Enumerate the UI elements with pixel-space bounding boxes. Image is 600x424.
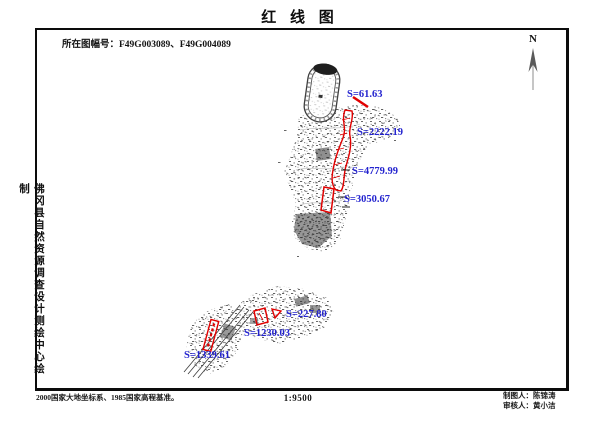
topo-texture-bottom-right: [233, 286, 334, 344]
map-frame-border: [35, 28, 569, 391]
area-label-2222: S=2222.19: [357, 127, 403, 138]
cartographer-line: 制图人：陈锦涛: [503, 391, 556, 400]
running-track-symbol: [303, 63, 341, 123]
map-sheet-number: 所在图幅号：F49G003089、F49G004089: [62, 40, 231, 50]
topo-texture-bottom-left: [183, 304, 254, 379]
datum-note: 2000国家大地坐标系、1985国家高程基准。: [36, 393, 179, 402]
area-label-1230: S=1230.03: [244, 328, 290, 339]
area-label-3050: S=3050.67: [344, 194, 390, 205]
area-label-1339: S=1339.61: [184, 350, 230, 361]
red-line-work: [202, 95, 369, 353]
red-parcel-1339: [202, 318, 220, 353]
red-segment-top: [352, 95, 369, 109]
label-ticks: [338, 169, 350, 208]
north-arrow-icon: [528, 48, 538, 90]
red-parcel-227: [270, 308, 283, 320]
reviewer-line: 审核人：黄小洁: [503, 401, 556, 410]
stray-marks: [252, 130, 396, 301]
north-label: N: [529, 33, 537, 45]
area-label-61: S=61.63: [347, 89, 382, 100]
page-title: 红 线 图: [261, 10, 339, 26]
topo-texture-upper-band: [284, 105, 401, 252]
area-label-227: S=227.80: [286, 309, 327, 320]
area-label-4779: S=4779.99: [352, 166, 398, 177]
area-labels: S=61.63 S=2222.19 S=4779.99 S=3050.67 S=…: [184, 89, 403, 361]
credits-block: 制图人：陈锦涛 审核人：黄小洁: [503, 391, 556, 411]
red-parcel-3050: [320, 186, 335, 214]
red-boundary-corridor: [331, 109, 354, 192]
red-parcel-1230: [253, 307, 269, 326]
agency-vertical-caption: 佛冈县自然资源调查设计测绘中心绘制: [18, 183, 44, 375]
map-scale: 1:9500: [283, 393, 313, 403]
red-corridor-hatch: [332, 117, 351, 179]
